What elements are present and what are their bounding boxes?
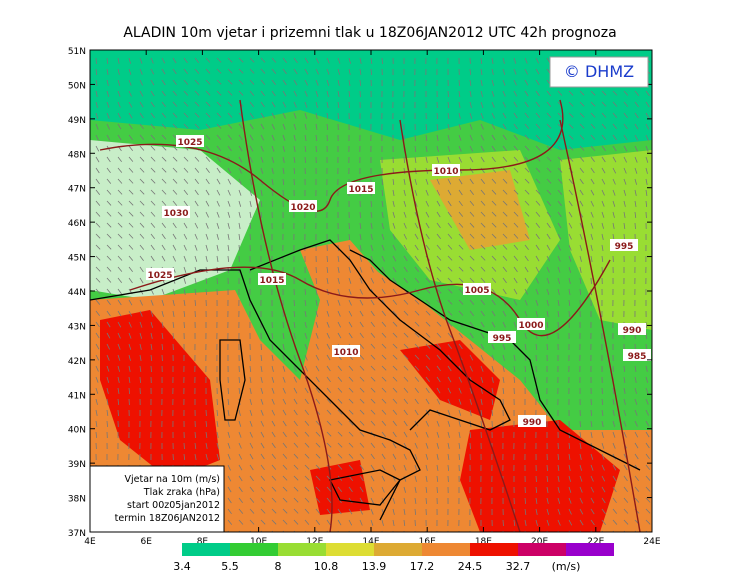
isobar-label: 990 — [523, 418, 542, 428]
lat-label: 40N — [68, 426, 86, 436]
isobar-label: 1025 — [177, 138, 202, 148]
lat-label: 42N — [68, 357, 86, 367]
lat-label: 51N — [68, 47, 86, 57]
info-line: termin 18Z06JAN2012 — [115, 513, 220, 524]
colorbar-label: 5.5 — [221, 560, 239, 573]
lat-label: 49N — [68, 116, 86, 126]
lat-label: 45N — [68, 254, 86, 264]
colorbar-label: 24.5 — [458, 560, 483, 573]
wind-arrow — [305, 157, 306, 163]
wind-arrow — [338, 113, 339, 119]
lat-label: 43N — [68, 322, 86, 332]
colorbar-swatch — [518, 543, 566, 556]
wind-arrow — [228, 388, 229, 394]
colorbar-label: 13.9 — [362, 560, 387, 573]
wind-arrow — [426, 498, 427, 504]
wind-arrow — [558, 322, 559, 328]
isobar-label: 1030 — [163, 209, 188, 219]
isobar-label: 1025 — [147, 271, 172, 281]
wind-arrow — [547, 465, 548, 471]
colorbar-swatch — [326, 543, 374, 556]
info-line: start 00z05jan2012 — [127, 500, 220, 511]
colorbar-swatch — [470, 543, 518, 556]
wind-arrow — [173, 333, 174, 339]
wind-arrow — [272, 201, 273, 207]
wind-arrow — [360, 212, 361, 218]
lon-label: 4E — [84, 537, 96, 547]
colorbar-label: 17.2 — [410, 560, 435, 573]
wind-arrow — [492, 410, 493, 416]
wind-arrow — [591, 278, 592, 284]
lat-label: 47N — [68, 185, 86, 195]
wind-arrow — [239, 245, 240, 251]
isobar-label: 985 — [628, 352, 647, 362]
wind-arrow — [294, 300, 295, 306]
isobar-label: 1010 — [333, 348, 358, 358]
wind-arrow — [580, 421, 581, 427]
wind-arrow — [206, 289, 207, 295]
wind-arrow — [459, 80, 460, 86]
lat-label: 39N — [68, 460, 86, 470]
colorbar-swatch — [182, 543, 230, 556]
colorbar-unit: (m/s) — [552, 560, 581, 573]
wind-arrow — [459, 454, 460, 460]
isobar-label: 1015 — [348, 185, 373, 195]
lat-label: 50N — [68, 81, 86, 91]
title: ALADIN 10m vjetar i prizemni tlak u 18Z0… — [123, 25, 616, 41]
colorbar: 3.4 5.5 8 10.8 13.9 17.2 24.5 32.7 (m/s) — [173, 543, 614, 573]
colorbar-swatch — [278, 543, 326, 556]
wind-arrow — [525, 366, 526, 372]
lat-label: 38N — [68, 495, 86, 505]
isobar-label: 995 — [615, 242, 634, 252]
isobar-label: 1015 — [259, 276, 284, 286]
colorbar-label: 8 — [275, 560, 282, 573]
lat-label: 41N — [68, 391, 86, 401]
isobar-label: 990 — [623, 326, 642, 336]
wind-arrow — [371, 69, 372, 75]
wind-arrow — [107, 421, 108, 427]
lat-label: 37N — [68, 529, 86, 539]
lat-label: 44N — [68, 288, 86, 298]
logo: © DHMZ — [564, 62, 634, 81]
isobar-label: 995 — [493, 334, 512, 344]
map-field: 1025 1030 1025 1020 1015 1015 1010 1010 1005 1000… — [90, 50, 652, 537]
lon-label: 24E — [643, 537, 660, 547]
colorbar-swatch — [566, 543, 614, 556]
wind-arrow — [327, 256, 328, 262]
isobar-label: 1010 — [433, 167, 458, 177]
info-line: Tlak zraka (hPa) — [143, 487, 220, 498]
wind-arrow — [195, 432, 196, 438]
colorbar-label: 3.4 — [173, 560, 191, 573]
colorbar-swatch — [374, 543, 422, 556]
lon-label: 6E — [140, 537, 152, 547]
wind-arrow — [646, 333, 647, 339]
wind-arrow — [140, 377, 141, 383]
isobar-label: 1000 — [518, 321, 543, 331]
lat-label: 48N — [68, 150, 86, 160]
colorbar-swatch — [422, 543, 470, 556]
wind-arrow — [261, 344, 262, 350]
colorbar-swatch — [230, 543, 278, 556]
wind-arrow — [426, 124, 427, 130]
colorbar-label: 10.8 — [314, 560, 339, 573]
colorbar-label: 32.7 — [506, 560, 531, 573]
info-line: Vjetar na 10m (m/s) — [125, 474, 221, 485]
lat-label: 46N — [68, 219, 86, 229]
isobar-label: 1020 — [290, 203, 315, 213]
isobar-label: 1005 — [464, 286, 489, 296]
